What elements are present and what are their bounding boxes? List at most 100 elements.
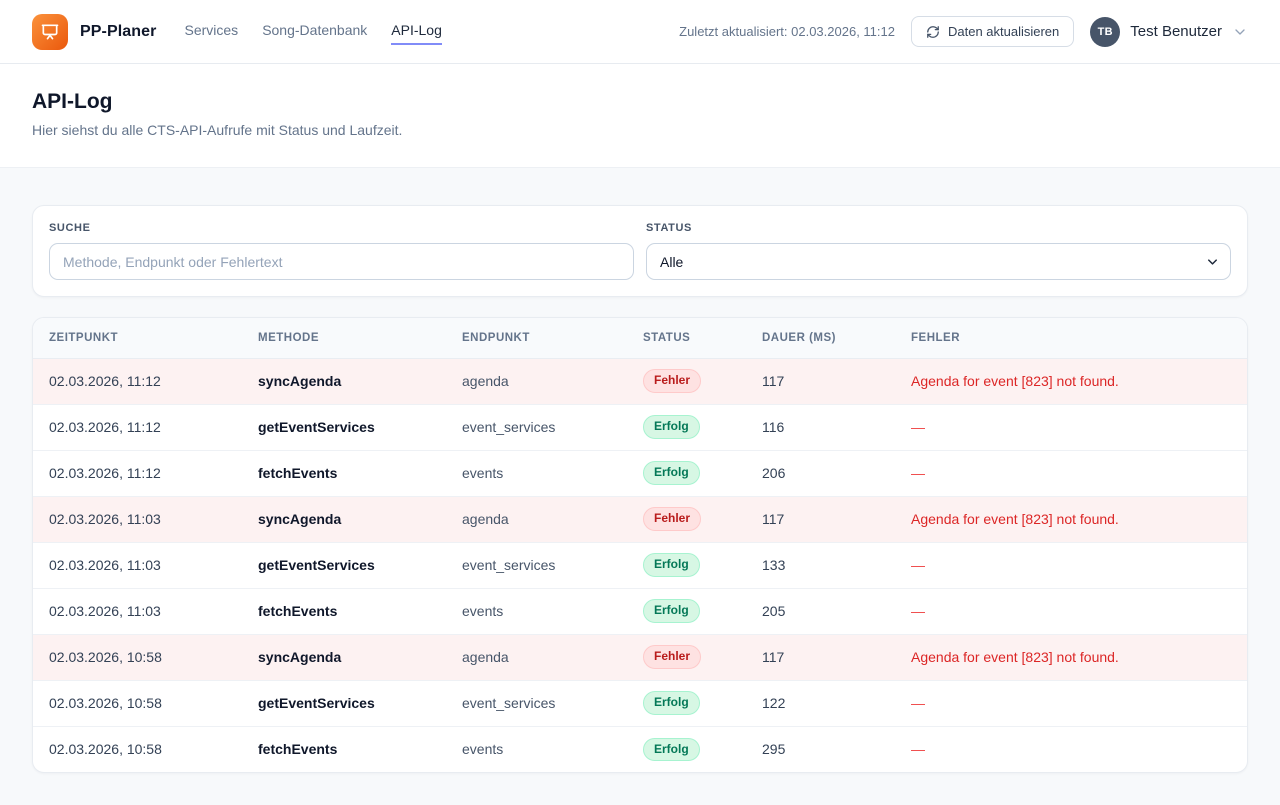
table-row: 02.03.2026, 11:12 fetchEvents events Erfolg… bbox=[33, 450, 1247, 497]
cell-timestamp: 02.03.2026, 11:03 bbox=[33, 542, 242, 589]
cell-error: — bbox=[911, 741, 925, 758]
cell-error: — bbox=[895, 450, 1247, 497]
cell-status: Erfolg bbox=[627, 726, 746, 772]
nav-link-services[interactable]: Services bbox=[184, 22, 239, 38]
status-badge: Erfolg bbox=[643, 553, 700, 577]
cell-error: — bbox=[895, 680, 1247, 727]
cell-timestamp: 02.03.2026, 11:12 bbox=[33, 404, 242, 451]
last-updated-text: Zuletzt aktualisiert: 02.03.2026, 11:12 bbox=[679, 24, 895, 39]
cell-error: Agenda for event [823] not found. bbox=[895, 496, 1247, 543]
cell-timestamp: 02.03.2026, 10:58 bbox=[33, 680, 242, 727]
api-log-table: Zeitpunkt Methode Endpunkt Status Dauer (ms)… bbox=[33, 318, 1247, 772]
filter-card: Suche Status Alle bbox=[32, 205, 1248, 297]
column-header: Zeitpunkt bbox=[33, 318, 242, 359]
status-badge: Erfolg bbox=[643, 737, 700, 761]
cell-duration: 295 bbox=[762, 741, 786, 758]
cell-endpoint: events bbox=[446, 450, 627, 497]
table-row: 02.03.2026, 11:03 fetchEvents events Erfolg… bbox=[33, 588, 1247, 635]
cell-status: Erfolg bbox=[627, 680, 746, 727]
search-label: Suche bbox=[49, 222, 91, 234]
cell-error: Agenda for event [823] not found. bbox=[895, 634, 1247, 681]
column-header: Status bbox=[627, 318, 746, 359]
cell-endpoint: events bbox=[462, 741, 504, 758]
top-navbar: PP-Planer Services Song-Datenbank API-Log … bbox=[0, 0, 1280, 64]
user-name: Test Benutzer bbox=[1130, 23, 1222, 40]
refresh-data-button[interactable]: Daten aktualisieren bbox=[910, 16, 1075, 47]
presentation-icon bbox=[40, 22, 60, 42]
table-row: 02.03.2026, 10:58 fetchEvents events Erfolg… bbox=[33, 726, 1247, 772]
status-badge: Erfolg bbox=[643, 461, 700, 485]
refresh-button-label: Daten aktualisieren bbox=[947, 24, 1060, 39]
cell-method: getEventServices bbox=[242, 680, 446, 727]
cell-duration: 205 bbox=[746, 588, 895, 635]
cell-endpoint: event_services bbox=[446, 542, 627, 589]
cell-duration: 117 bbox=[746, 634, 895, 681]
cell-endpoint: agenda bbox=[446, 358, 627, 405]
log-table-body: 02.03.2026, 11:12 syncAgenda agenda Fehler 1… bbox=[33, 358, 1247, 772]
cell-error: — bbox=[895, 542, 1247, 589]
cell-status: Fehler bbox=[627, 634, 746, 681]
main-content: Suche Status Alle bbox=[0, 168, 1280, 805]
table-row: 02.03.2026, 10:58 getEventServices event_s… bbox=[33, 680, 1247, 727]
cell-duration: 206 bbox=[746, 450, 895, 497]
cell-method: fetchEvents bbox=[242, 588, 446, 635]
cell-status: Erfolg bbox=[627, 542, 746, 589]
status-badge: Erfolg bbox=[643, 691, 700, 715]
cell-duration: 116 bbox=[746, 404, 895, 451]
status-badge: Erfolg bbox=[643, 415, 700, 439]
cell-duration: 122 bbox=[746, 680, 895, 727]
api-log-table-card: Zeitpunkt Methode Endpunkt Status Dauer (ms)… bbox=[32, 317, 1248, 773]
cell-endpoint: event_services bbox=[446, 404, 627, 451]
column-header: Methode bbox=[242, 318, 446, 359]
user-menu[interactable]: TB Test Benutzer bbox=[1090, 16, 1248, 47]
cell-duration: 117 bbox=[746, 496, 895, 543]
page-title: API-Log bbox=[32, 90, 113, 113]
status-select[interactable]: Alle bbox=[646, 243, 1231, 280]
nav-link-api-log[interactable]: API-Log bbox=[391, 18, 442, 45]
cell-method: fetchEvents bbox=[242, 450, 446, 497]
cell-endpoint: events bbox=[446, 588, 627, 635]
app-logo bbox=[32, 13, 68, 50]
cell-timestamp: 02.03.2026, 11:12 bbox=[33, 450, 242, 497]
cell-timestamp: 02.03.2026, 10:58 bbox=[49, 741, 162, 758]
page-header: API-Log Hier siehst du alle CTS-API-Aufr… bbox=[0, 64, 1280, 168]
avatar: TB bbox=[1090, 16, 1121, 47]
table-row: 02.03.2026, 11:03 syncAgenda agenda Fehler 1… bbox=[33, 496, 1247, 543]
status-field-group: Status Alle bbox=[646, 222, 1231, 280]
table-row: 02.03.2026, 11:12 getEventServices event_s… bbox=[33, 404, 1247, 451]
nav-link-song-datenbank[interactable]: Song-Datenbank bbox=[262, 22, 368, 38]
column-header: Fehler bbox=[895, 318, 1247, 359]
page-subtitle: Hier siehst du alle CTS-API-Aufrufe mit … bbox=[32, 122, 403, 138]
table-row: 02.03.2026, 11:12 syncAgenda agenda Fehler 1… bbox=[33, 358, 1247, 405]
cell-endpoint: agenda bbox=[446, 496, 627, 543]
status-label: Status bbox=[646, 222, 692, 234]
cell-status: Erfolg bbox=[627, 404, 746, 451]
chevron-down-icon bbox=[1232, 24, 1248, 40]
cell-duration: 117 bbox=[746, 358, 895, 405]
status-badge: Fehler bbox=[643, 645, 702, 669]
cell-status: Fehler bbox=[627, 496, 746, 543]
table-row: 02.03.2026, 11:03 getEventServices event_s… bbox=[33, 542, 1247, 589]
cell-timestamp: 02.03.2026, 11:03 bbox=[33, 496, 242, 543]
cell-timestamp: 02.03.2026, 10:58 bbox=[33, 634, 242, 681]
table-row: 02.03.2026, 10:58 syncAgenda agenda Fehler 1… bbox=[33, 634, 1247, 681]
cell-method: syncAgenda bbox=[242, 358, 446, 405]
cell-endpoint: agenda bbox=[446, 634, 627, 681]
brand-logo-link[interactable]: PP-Planer bbox=[32, 13, 157, 50]
cell-error: — bbox=[895, 404, 1247, 451]
cell-duration: 133 bbox=[746, 542, 895, 589]
cell-error: Agenda for event [823] not found. bbox=[895, 358, 1247, 405]
status-badge: Fehler bbox=[643, 507, 702, 531]
cell-endpoint: event_services bbox=[446, 680, 627, 727]
cell-status: Fehler bbox=[627, 358, 746, 405]
cell-method: getEventServices bbox=[242, 542, 446, 589]
column-header: Dauer (ms) bbox=[746, 318, 895, 359]
search-field-group: Suche bbox=[49, 222, 634, 280]
cell-status: Erfolg bbox=[627, 450, 746, 497]
cell-method: syncAgenda bbox=[242, 496, 446, 543]
column-header: Endpunkt bbox=[446, 318, 627, 359]
cell-method: syncAgenda bbox=[242, 634, 446, 681]
cell-status: Erfolg bbox=[627, 588, 746, 635]
cell-error: — bbox=[895, 588, 1247, 635]
search-input[interactable] bbox=[49, 243, 634, 280]
